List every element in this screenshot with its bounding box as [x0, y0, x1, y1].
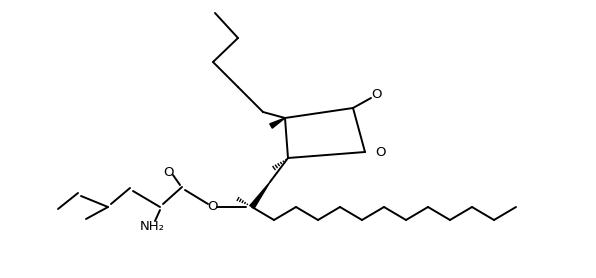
Polygon shape [250, 182, 270, 208]
Text: NH₂: NH₂ [139, 220, 164, 234]
Text: O: O [371, 88, 381, 101]
Text: O: O [207, 200, 218, 214]
Text: O: O [163, 165, 173, 178]
Text: O: O [375, 145, 386, 158]
Polygon shape [270, 118, 285, 128]
